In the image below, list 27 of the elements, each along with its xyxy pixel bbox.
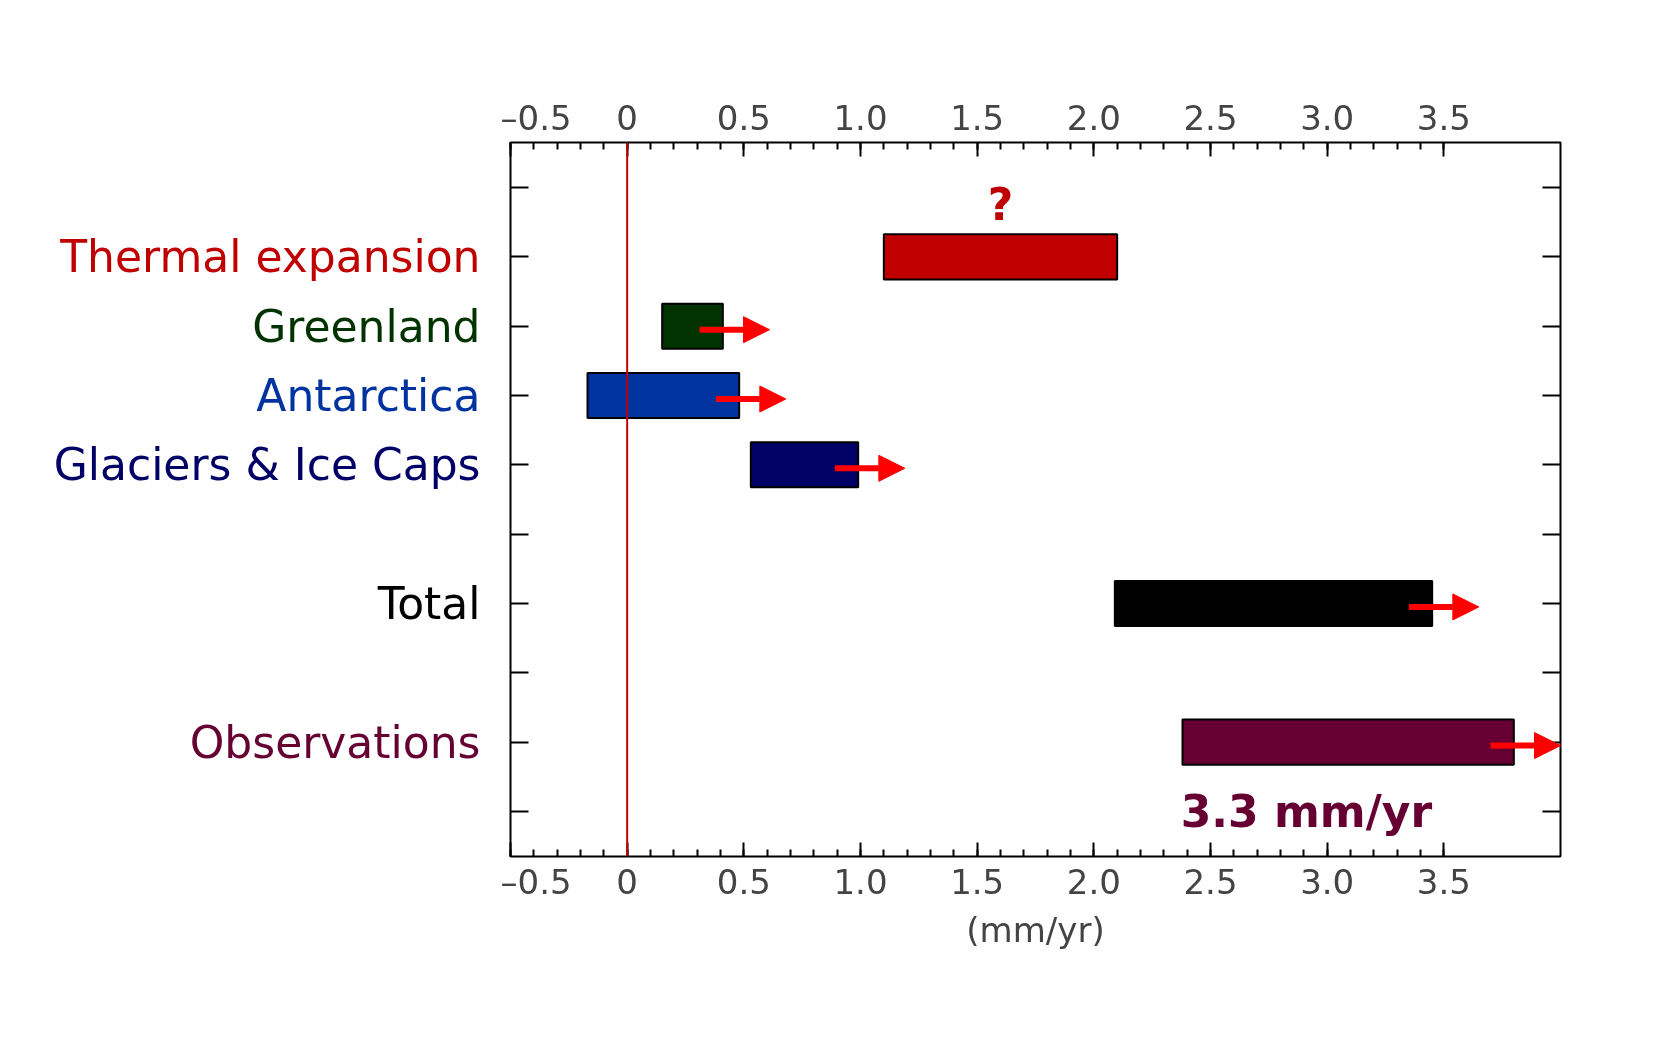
x2-tick-label: 1.0 xyxy=(833,861,888,902)
x-tick-label: 1.0 xyxy=(833,97,888,138)
x2-tick-label: –0.5 xyxy=(500,861,572,902)
x-tick-label: 0.5 xyxy=(716,97,771,138)
x2-tick-label: 0.5 xyxy=(716,861,771,902)
y-tick-label: Thermal expansion xyxy=(59,231,481,283)
annotation: ? xyxy=(987,179,1014,231)
x2-tick-label: 2.5 xyxy=(1183,861,1238,902)
x2-tick-label: 0 xyxy=(616,861,638,902)
y-tick-label: Total xyxy=(376,577,481,629)
x-tick-label: –0.5 xyxy=(500,97,572,138)
annotation: 3.3 mm/yr xyxy=(1180,785,1433,837)
x-tick-label: 0 xyxy=(616,97,638,138)
y-tick-label: Glaciers & Ice Caps xyxy=(53,439,481,491)
x-tick-label: 3.5 xyxy=(1416,97,1471,138)
x2-tick-label: 2.0 xyxy=(1066,861,1121,902)
x-tick-label: 2.0 xyxy=(1066,97,1121,138)
x-tick-label: 2.5 xyxy=(1183,97,1238,138)
x-axis-title: (mm/yr) xyxy=(966,909,1105,950)
y-tick-label: Observations xyxy=(189,716,481,768)
y-tick-label: Antarctica xyxy=(256,370,481,422)
x2-tick-label: 3.5 xyxy=(1416,861,1471,902)
x2-tick-label: 1.5 xyxy=(950,861,1005,902)
x-tick-label: 1.5 xyxy=(950,97,1005,138)
x-tick-label: 3.0 xyxy=(1300,97,1355,138)
x2-tick-label: 3.0 xyxy=(1300,861,1355,902)
y-tick-label: Greenland xyxy=(252,300,481,352)
